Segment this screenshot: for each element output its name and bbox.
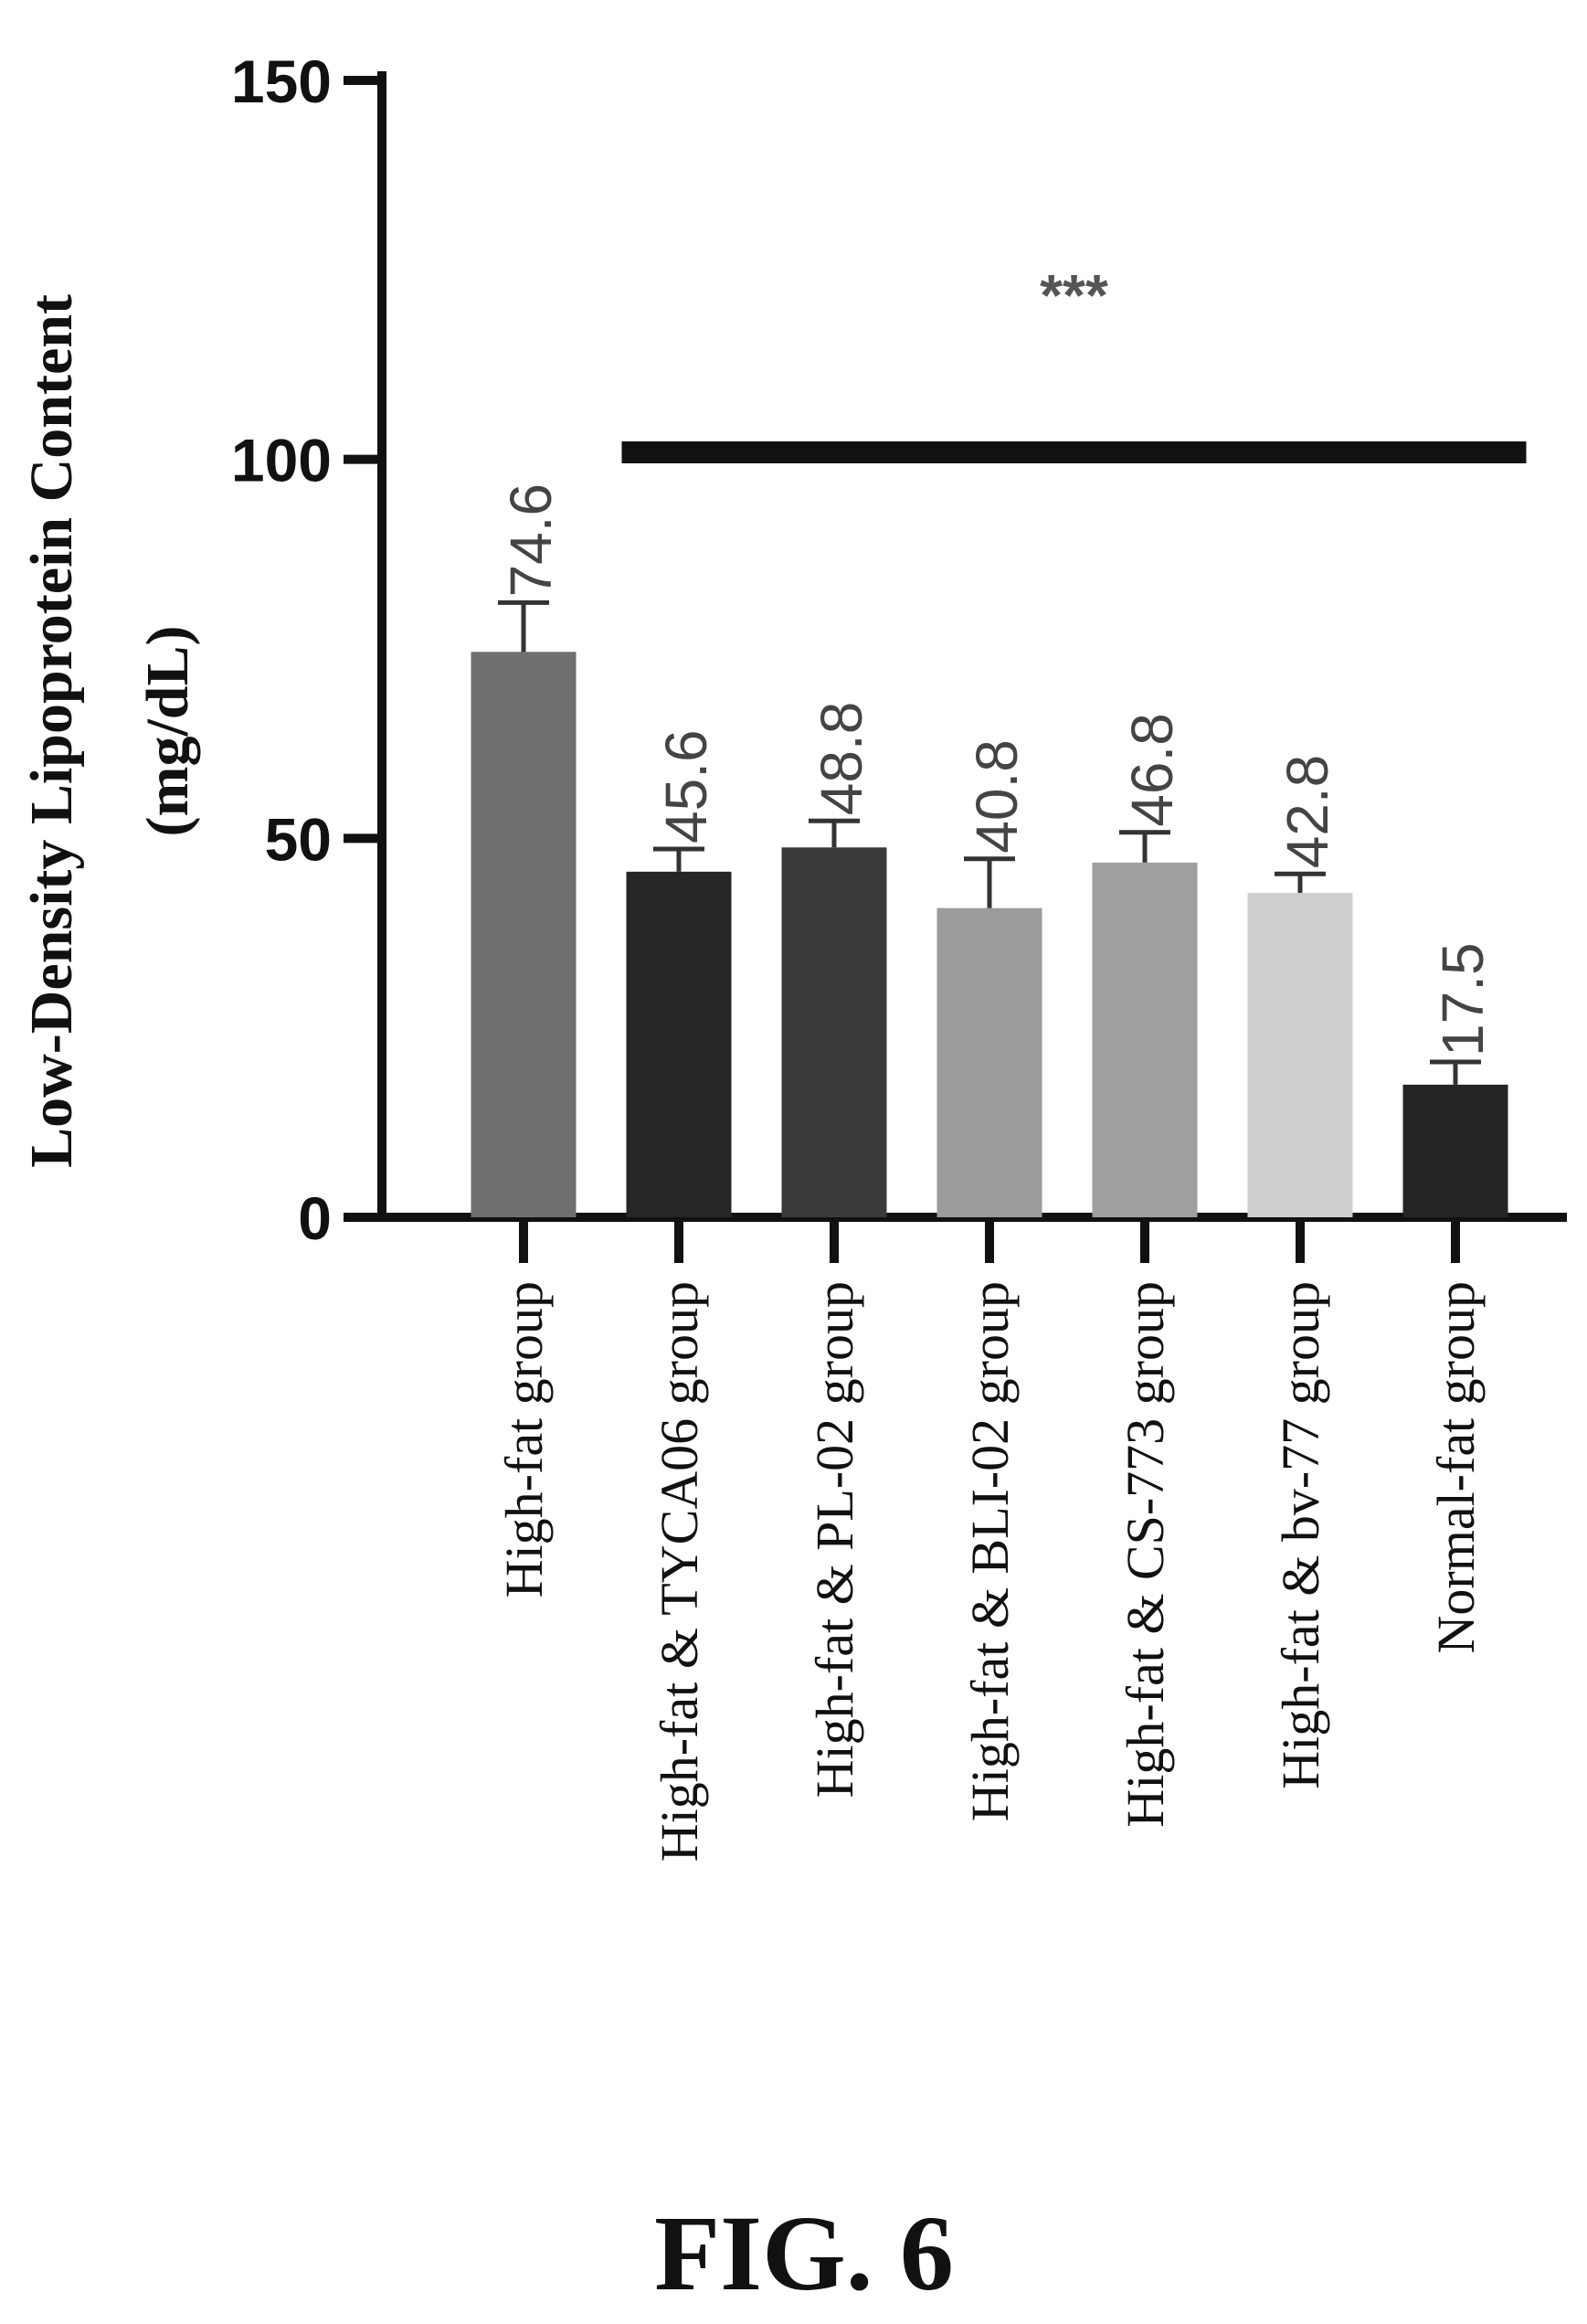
y-axis-title: Low-Density Lipoprotein Content (mg/dL) <box>18 294 201 1168</box>
category-label-6: High-fat & bv-77 group <box>1271 1281 1330 1789</box>
data-label-5: 46.8 <box>1119 713 1185 827</box>
y-axis-label: Low-Density Lipoprotein Content <box>18 294 85 1168</box>
figure-label: FIG. 6 <box>654 2193 954 2313</box>
data-label-6: 42.8 <box>1275 755 1340 869</box>
bar-6 <box>1247 893 1353 1217</box>
bar-7 <box>1402 1084 1508 1217</box>
y-tick-label-2: 100 <box>231 427 332 494</box>
data-label-3: 48.8 <box>809 702 874 816</box>
category-label-1: High-fat group <box>494 1281 554 1597</box>
bar-4 <box>936 907 1042 1217</box>
category-label-5: High-fat & CS-773 group <box>1116 1281 1175 1828</box>
bar-1 <box>471 652 577 1217</box>
bar-3 <box>781 847 887 1217</box>
data-label-2: 45.6 <box>653 729 719 844</box>
category-label-3: High-fat & PL-02 group <box>805 1281 864 1798</box>
data-label-1: 74.6 <box>498 483 564 598</box>
y-axis-unit: (mg/dL) <box>134 626 201 837</box>
category-label-7: Normal-fat group <box>1426 1281 1486 1653</box>
y-tick-label-3: 150 <box>231 48 332 115</box>
category-label-2: High-fat & TYCA06 group <box>650 1281 709 1862</box>
data-label-4: 40.8 <box>964 739 1030 854</box>
bar-2 <box>626 871 732 1217</box>
bar-5 <box>1092 862 1198 1217</box>
significance-label: *** <box>1040 262 1108 328</box>
plot-area: 0 50 100 150 74.6 High-fat group 45.6 High-fat … <box>231 48 1567 1862</box>
data-label-7: 17.5 <box>1430 942 1496 1056</box>
y-tick-label-0: 0 <box>298 1184 332 1252</box>
y-tick-label-1: 50 <box>265 805 332 873</box>
category-label-4: High-fat & BLI-02 group <box>960 1281 1020 1821</box>
